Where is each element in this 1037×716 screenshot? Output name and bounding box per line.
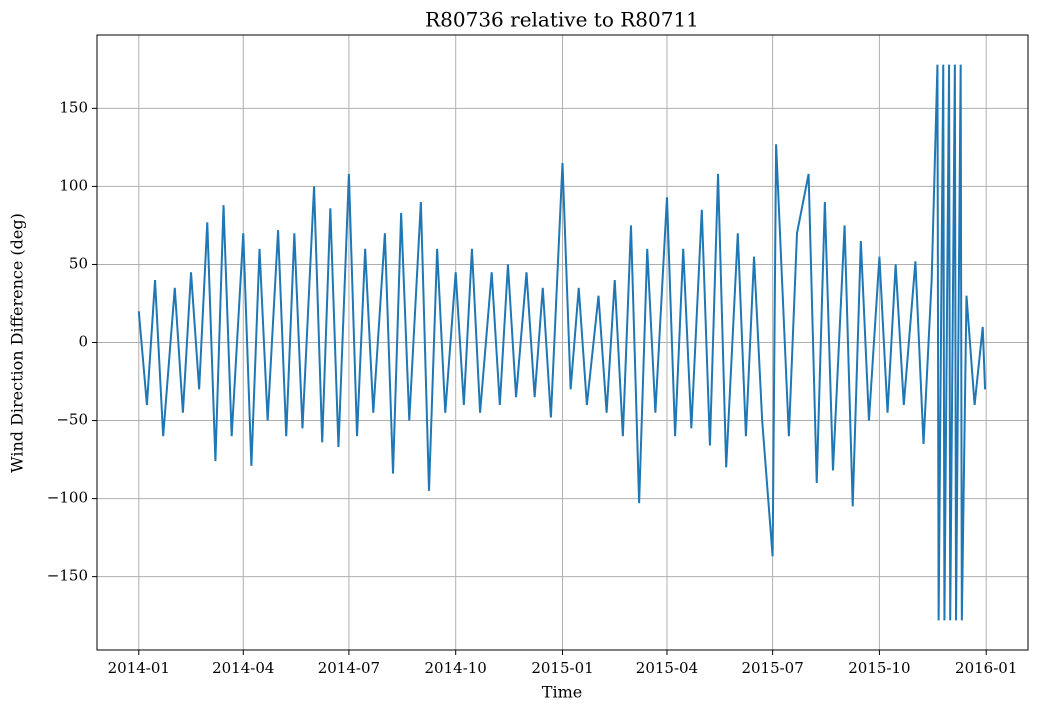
x-tick-label: 2015-10 xyxy=(848,659,910,677)
y-tick-label: 50 xyxy=(69,254,88,272)
y-tick-label: 0 xyxy=(78,333,88,351)
y-tick-label: −100 xyxy=(47,489,88,507)
x-tick-label: 2015-04 xyxy=(636,659,698,677)
x-tick-label: 2014-04 xyxy=(212,659,274,677)
x-tick-label: 2015-01 xyxy=(531,659,593,677)
x-tick-label: 2014-01 xyxy=(108,659,170,677)
y-tick-label: 100 xyxy=(59,176,88,194)
plot-frame xyxy=(96,34,1029,651)
x-tick-label: 2015-07 xyxy=(741,659,803,677)
y-tick-label: −150 xyxy=(47,567,88,585)
x-tick-label: 2014-10 xyxy=(425,659,487,677)
y-axis-label: Wind Direction Difference (deg) xyxy=(8,213,27,473)
chart-title: R80736 relative to R80711 xyxy=(425,8,699,32)
x-axis-label: Time xyxy=(542,683,582,702)
x-tick-label: 2014-07 xyxy=(318,659,380,677)
x-tick-label: 2016-01 xyxy=(955,659,1017,677)
y-tick-label: 150 xyxy=(59,98,88,116)
y-tick-label: −50 xyxy=(56,411,88,429)
data-line xyxy=(137,64,987,621)
